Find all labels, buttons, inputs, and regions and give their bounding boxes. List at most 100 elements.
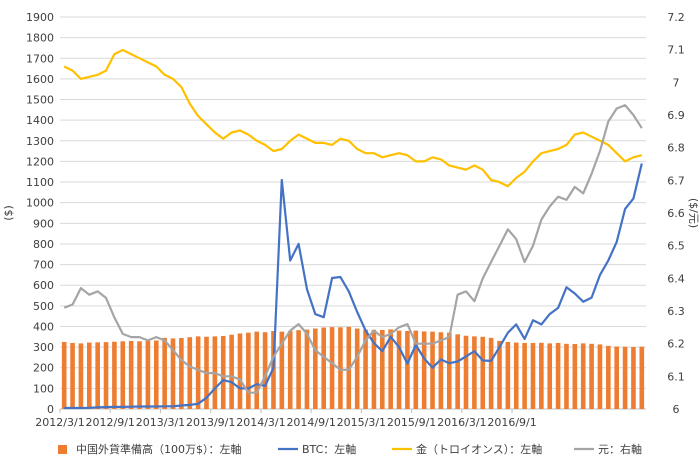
right-tick-label: 6.5 xyxy=(667,240,685,253)
reserve-bar xyxy=(547,343,553,409)
reserve-bar xyxy=(530,342,536,409)
yuan-line xyxy=(63,104,643,394)
legend-label: BTC：左軸 xyxy=(302,442,356,456)
reserve-bar xyxy=(279,331,285,409)
left-tick-label: 100 xyxy=(33,382,54,395)
reserve-bar xyxy=(396,330,402,409)
right-tick-label: 7 xyxy=(673,76,680,89)
reserve-bar xyxy=(187,337,193,409)
reserve-bar xyxy=(137,341,142,409)
right-axis-title: ($/元) xyxy=(687,198,700,228)
reserve-bar xyxy=(195,336,201,409)
reserve-bar xyxy=(128,340,134,409)
reserve-bar xyxy=(463,335,469,409)
left-tick-label: 500 xyxy=(33,300,54,313)
reserve-bar xyxy=(564,343,569,409)
left-tick-label: 900 xyxy=(33,217,54,230)
reserve-bar xyxy=(95,342,100,409)
bar-series xyxy=(61,326,645,409)
right-tick-label: 6.4 xyxy=(667,272,685,285)
reserve-bar xyxy=(455,334,460,409)
left-tick-label: 1100 xyxy=(26,176,54,189)
right-tick-label: 6.8 xyxy=(667,142,685,155)
reserve-bar xyxy=(287,331,293,409)
reserve-bar xyxy=(513,342,519,409)
gold-line xyxy=(63,48,643,188)
legend-label: 中国外貨準備高（100万$）：左軸 xyxy=(76,442,242,456)
right-tick-label: 7.2 xyxy=(667,11,685,24)
left-tick-label: 1600 xyxy=(26,73,54,86)
x-tick-label: 2013/3/1 xyxy=(136,416,185,429)
x-tick-label: 2016/9/1 xyxy=(487,416,536,429)
right-tick-label: 7.1 xyxy=(667,44,685,57)
reserve-bar xyxy=(488,337,494,409)
reserve-bar xyxy=(631,347,636,409)
reserve-bar xyxy=(262,332,268,409)
left-tick-label: 1900 xyxy=(26,11,54,24)
reserve-bar xyxy=(379,329,385,409)
reserve-bar xyxy=(338,327,343,409)
btc-line xyxy=(64,163,643,410)
reserve-bar xyxy=(313,328,318,409)
right-tick-label: 6.6 xyxy=(667,207,685,220)
x-tick-label: 2013/9/1 xyxy=(186,416,235,429)
reserve-bar xyxy=(61,341,67,409)
reserve-bar xyxy=(179,338,184,409)
reserve-bar xyxy=(580,343,586,409)
reserve-bar xyxy=(438,332,444,409)
reserve-bar xyxy=(329,327,335,409)
reserve-bar xyxy=(153,340,159,409)
x-tick-label: 2016/3/1 xyxy=(437,416,486,429)
reserve-bar xyxy=(497,340,502,409)
reserve-bar xyxy=(229,334,234,409)
legend-label: 金（トロイオンス）：左軸 xyxy=(416,442,542,456)
left-tick-label: 1200 xyxy=(26,155,54,168)
x-axis: 2012/3/1 2012/9/1 2013/3/1 2013/9/1 2014/3/1… xyxy=(35,409,537,429)
reserve-bar xyxy=(321,327,327,409)
reserve-bar xyxy=(70,342,75,409)
left-y-axis: 0 100 200 300 400 500 600 700 800 900 1000 1100 1200… xyxy=(26,11,54,416)
reserve-bar xyxy=(555,342,561,409)
x-tick-label: 2014/3/1 xyxy=(236,416,285,429)
reserve-bar xyxy=(162,337,167,409)
reserve-bar xyxy=(472,336,477,409)
reserve-bar xyxy=(112,341,117,409)
left-axis-title: ($) xyxy=(2,205,15,221)
reserve-bar xyxy=(145,340,151,409)
left-tick-label: 1400 xyxy=(26,114,54,127)
left-tick-label: 800 xyxy=(33,238,54,251)
reserve-bar xyxy=(388,329,393,409)
reserve-bar xyxy=(371,329,377,409)
left-tick-label: 1000 xyxy=(26,197,54,210)
reserve-bar xyxy=(405,331,410,409)
right-tick-label: 6 xyxy=(673,403,680,416)
gridlines xyxy=(60,16,646,410)
left-tick-label: 700 xyxy=(33,259,54,272)
reserve-bar xyxy=(304,329,310,409)
right-tick-label: 6.3 xyxy=(667,305,685,318)
right-tick-label: 6.9 xyxy=(667,109,685,122)
reserve-bar xyxy=(78,343,84,409)
reserve-bar xyxy=(413,330,419,409)
reserve-bar xyxy=(446,332,452,409)
right-tick-label: 6.2 xyxy=(667,338,685,351)
reserve-bar xyxy=(296,330,301,409)
line-series xyxy=(63,48,643,410)
reserve-bar xyxy=(572,344,578,409)
x-tick-label: 2012/3/1 xyxy=(35,416,84,429)
reserve-bar xyxy=(103,342,109,409)
x-tick-label: 2015/9/1 xyxy=(387,416,436,429)
reserve-bar xyxy=(539,342,544,409)
left-tick-label: 1700 xyxy=(26,52,54,65)
reserve-bar xyxy=(480,336,486,409)
reserve-bar xyxy=(597,344,603,409)
right-tick-label: 6.7 xyxy=(667,174,685,187)
reserve-bar xyxy=(246,332,251,409)
right-y-axis: 6 6.1 6.2 6.3 6.4 6.5 6.6 6.7 6.8 6.9 7 7.1 7.2 xyxy=(667,11,685,416)
left-tick-label: 1800 xyxy=(26,32,54,45)
legend: 中国外貨準備高（100万$）：左軸 BTC：左軸 金（トロイオンス）：左軸 元：右軸 xyxy=(58,442,642,456)
reserve-bar xyxy=(430,331,435,409)
x-tick-label: 2012/9/1 xyxy=(86,416,135,429)
